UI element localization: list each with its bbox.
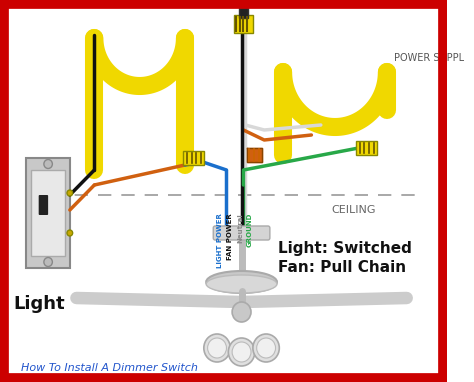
Circle shape [67,190,73,196]
Text: POWER SUPPL: POWER SUPPL [394,53,465,63]
FancyBboxPatch shape [356,141,376,155]
Circle shape [44,160,52,168]
Text: CEILING: CEILING [332,205,376,215]
FancyBboxPatch shape [31,170,65,256]
Text: Light: Light [13,295,65,313]
FancyBboxPatch shape [39,195,48,215]
Circle shape [253,334,279,362]
Circle shape [228,338,255,366]
Text: Fan: Pull Chain: Fan: Pull Chain [278,261,407,275]
Ellipse shape [206,275,277,293]
FancyBboxPatch shape [27,158,70,268]
Circle shape [67,230,73,236]
FancyBboxPatch shape [234,15,253,33]
Text: Light: Switched: Light: Switched [278,241,412,256]
Circle shape [208,338,227,358]
Text: FAN POWER: FAN POWER [227,213,233,260]
Polygon shape [247,148,262,162]
Circle shape [256,338,275,358]
FancyBboxPatch shape [213,226,270,240]
Text: LIGHT POWER: LIGHT POWER [217,213,223,268]
Circle shape [44,257,52,267]
Ellipse shape [206,271,277,293]
Text: Neutral: Neutral [237,213,244,243]
Circle shape [204,334,230,362]
Text: How To Install A Dimmer Switch: How To Install A Dimmer Switch [21,363,198,373]
Circle shape [232,342,251,362]
Text: GROUND: GROUND [247,213,253,248]
FancyBboxPatch shape [183,151,204,165]
FancyBboxPatch shape [239,8,248,18]
Circle shape [232,302,251,322]
